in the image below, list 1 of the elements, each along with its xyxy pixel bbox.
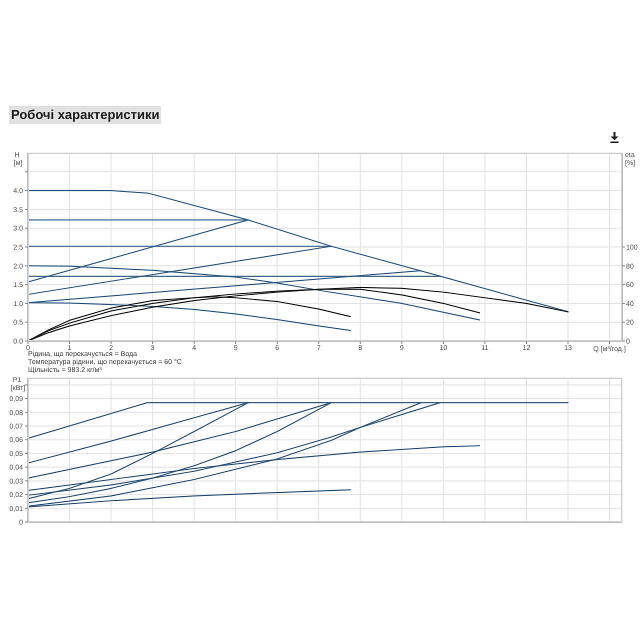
chart-title: Робочі характеристики [9,106,162,124]
